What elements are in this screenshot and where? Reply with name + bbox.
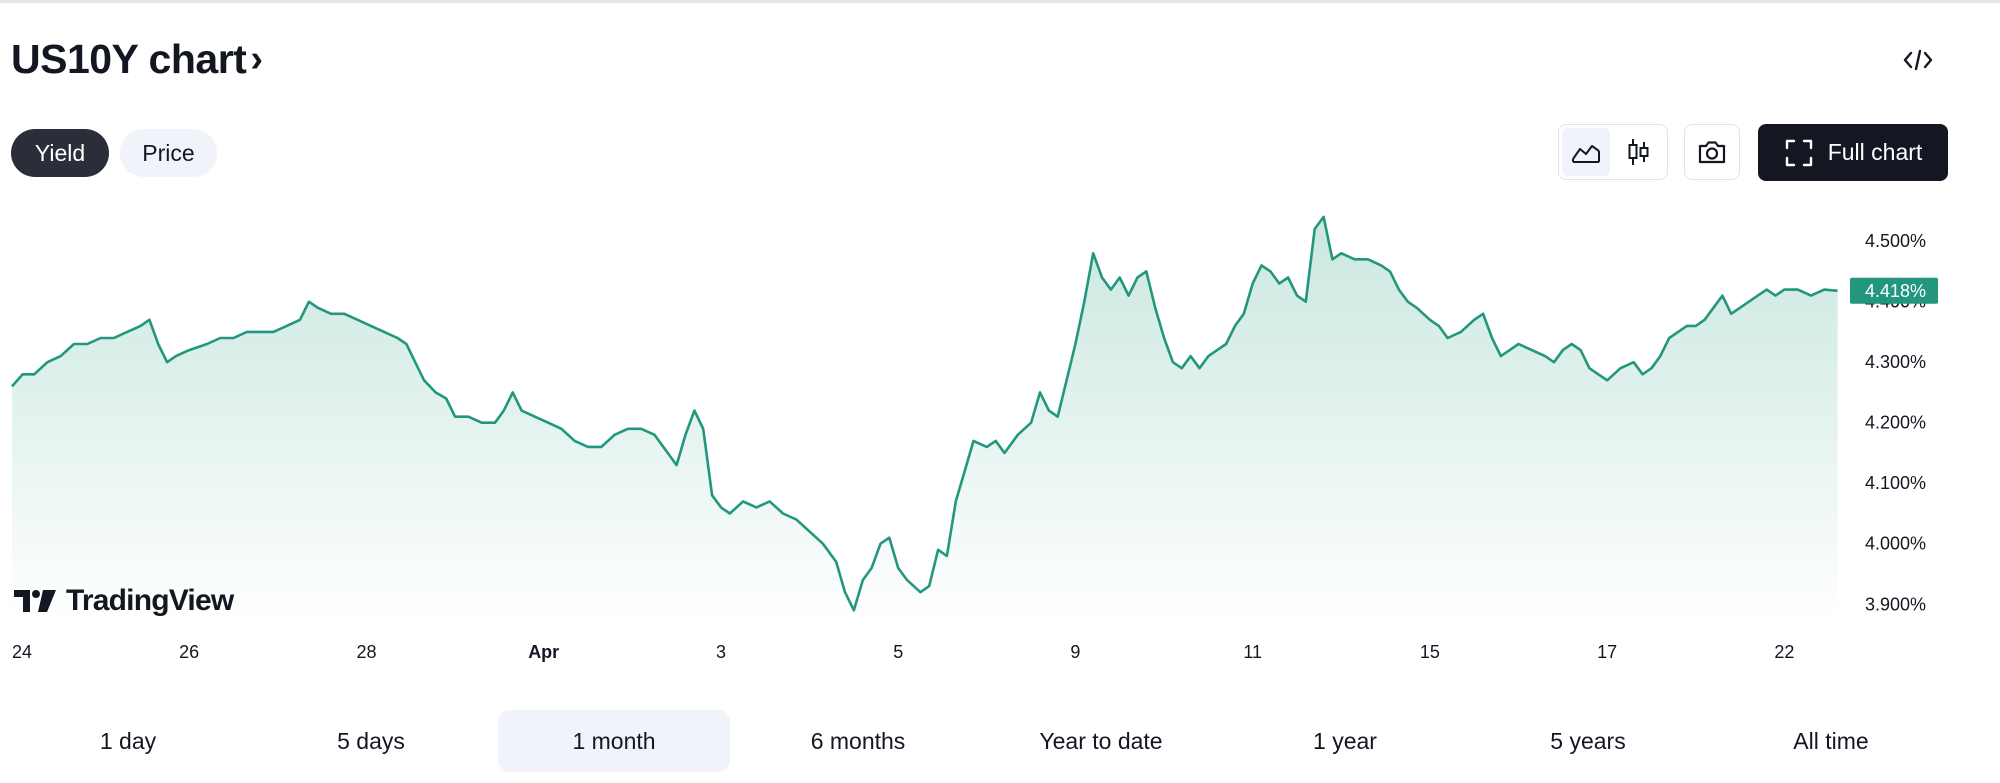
range-label: 1 year [1313,727,1377,754]
y-tick-label: 4.100% [1865,473,1926,493]
y-tick-label: 3.900% [1865,594,1926,614]
y-tick-label: 4.500% [1865,231,1926,251]
last-value-text: 4.418% [1865,281,1926,301]
chart-style-toggle [1558,124,1668,180]
yield-area-fill [12,216,1838,620]
full-chart-button[interactable]: Full chart [1758,124,1948,181]
x-tick-label: 28 [356,642,376,662]
x-tick-label: 26 [179,642,199,662]
top-divider [0,0,2000,3]
area-chart-icon [1572,145,1600,163]
y-tick-label: 4.000% [1865,534,1926,554]
page-title[interactable]: US10Y chart › [11,36,263,83]
range-label: 5 years [1550,727,1626,754]
range-1-day[interactable]: 1 day [12,710,244,772]
y-axis: 4.500%4.400%4.300%4.200%4.100%4.000%3.90… [1865,231,1926,614]
x-tick-label: 24 [12,642,32,662]
candlestick-icon [1628,139,1649,165]
range-5-years[interactable]: 5 years [1472,710,1704,772]
range-5-days[interactable]: 5 days [255,710,487,772]
range-1-month[interactable]: 1 month [498,710,730,772]
range-label: 1 day [99,727,157,754]
x-tick-label: 15 [1420,642,1440,662]
range-label: 5 days [337,727,405,754]
area-chart-button[interactable] [1562,128,1610,176]
y-tick-label: 4.300% [1865,352,1926,372]
x-tick-label: 17 [1597,642,1617,662]
yield-line [11,215,1838,612]
tradingview-logo-text: TradingView [66,584,234,617]
price-tab-label: Price [142,139,195,166]
candles-chart-button[interactable] [1614,128,1662,176]
range-year-to-date[interactable]: Year to date [985,710,1217,772]
y-tick-label: 4.200% [1865,413,1926,433]
yield-tab-label: Yield [34,139,86,166]
tradingview-logo: TradingView [14,584,234,618]
last-value-badge-bg [1850,277,1938,304]
screenshot-button[interactable] [1684,124,1740,180]
page-title-text: US10Y chart [11,36,247,82]
x-tick-label: 9 [1070,642,1080,662]
range-label: 1 month [572,727,656,754]
x-tick-label: 22 [1774,642,1794,662]
x-tick-label: 11 [1243,642,1262,662]
range-label: 6 months [810,727,906,754]
tradingview-logo-icon [14,590,56,612]
last-value-badge: 4.418% [1850,277,1938,304]
chevron-right-icon: › [250,38,263,80]
range-label: All time [1793,727,1869,754]
time-range-selector: 1 day 5 days 1 month 6 months Year to da… [0,708,2000,772]
embed-code-button[interactable] [1896,42,1940,78]
code-icon [1903,49,1933,71]
x-tick-label: Apr [528,642,559,662]
range-all-time[interactable]: All time [1715,710,1947,772]
full-chart-label: Full chart [1827,139,1923,165]
price-tab[interactable]: Price [120,129,217,177]
range-6-months[interactable]: 6 months [742,710,974,772]
x-axis: 24 26 28 Apr 3 5 9 11 15 17 22 [12,642,1794,662]
range-label: Year to date [1039,727,1163,754]
camera-icon [1698,141,1726,164]
yield-chart[interactable]: 4.500%4.400%4.300%4.200%4.100%4.000%3.90… [0,200,2000,670]
fullscreen-icon [1785,139,1812,166]
range-1-year[interactable]: 1 year [1229,710,1461,772]
x-tick-label: 3 [716,642,726,662]
x-tick-label: 5 [893,642,903,662]
yield-tab[interactable]: Yield [11,129,109,177]
